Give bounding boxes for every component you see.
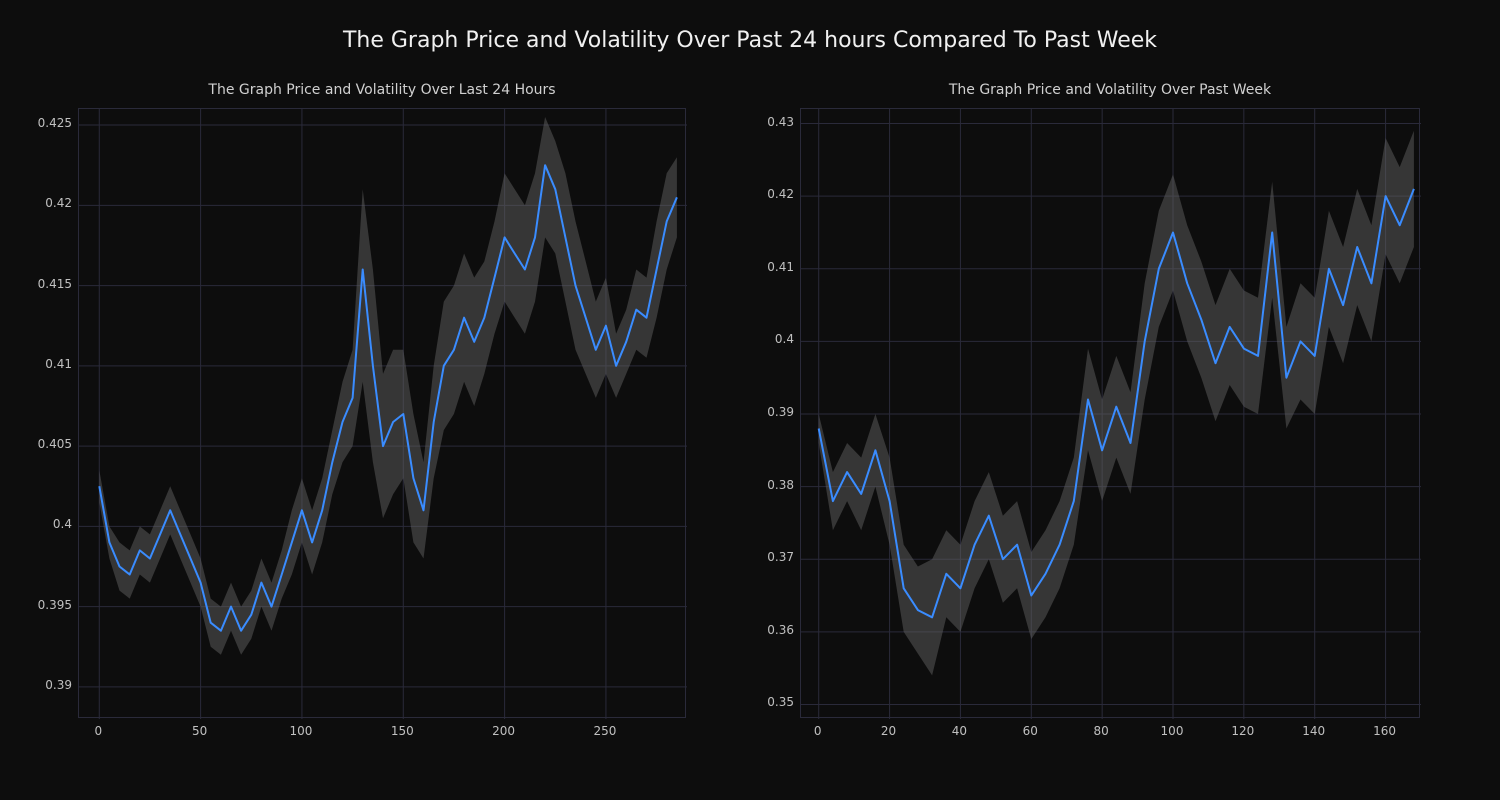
ytick-label: 0.42 — [744, 187, 794, 201]
xtick-label: 160 — [1365, 724, 1405, 738]
xtick-label: 250 — [585, 724, 625, 738]
figure: The Graph Price and Volatility Over Past… — [0, 0, 1500, 800]
xtick-label: 80 — [1081, 724, 1121, 738]
left-panel: The Graph Price and Volatility Over Last… — [78, 108, 686, 718]
xtick-label: 0 — [798, 724, 838, 738]
ytick-label: 0.405 — [22, 437, 72, 451]
xtick-label: 20 — [869, 724, 909, 738]
ytick-label: 0.4 — [22, 517, 72, 531]
volatility-band — [99, 117, 677, 655]
xtick-label: 40 — [939, 724, 979, 738]
xtick-label: 200 — [484, 724, 524, 738]
xtick-label: 120 — [1223, 724, 1263, 738]
right-panel-title: The Graph Price and Volatility Over Past… — [800, 82, 1420, 98]
right-panel: The Graph Price and Volatility Over Past… — [800, 108, 1420, 718]
ytick-label: 0.41 — [22, 357, 72, 371]
xtick-label: 100 — [281, 724, 321, 738]
ytick-label: 0.38 — [744, 478, 794, 492]
ytick-label: 0.39 — [22, 678, 72, 692]
xtick-label: 140 — [1294, 724, 1334, 738]
xtick-label: 100 — [1152, 724, 1192, 738]
ytick-label: 0.43 — [744, 115, 794, 129]
figure-suptitle: The Graph Price and Volatility Over Past… — [0, 28, 1500, 53]
ytick-label: 0.42 — [22, 196, 72, 210]
xtick-label: 50 — [180, 724, 220, 738]
ytick-label: 0.415 — [22, 277, 72, 291]
ytick-label: 0.425 — [22, 116, 72, 130]
xtick-label: 60 — [1010, 724, 1050, 738]
ytick-label: 0.36 — [744, 623, 794, 637]
right-chart-svg — [801, 109, 1421, 719]
left-panel-title: The Graph Price and Volatility Over Last… — [78, 82, 686, 98]
ytick-label: 0.35 — [744, 695, 794, 709]
xtick-label: 0 — [78, 724, 118, 738]
left-plot-area — [78, 108, 686, 718]
ytick-label: 0.4 — [744, 332, 794, 346]
right-plot-area — [800, 108, 1420, 718]
ytick-label: 0.39 — [744, 405, 794, 419]
ytick-label: 0.41 — [744, 260, 794, 274]
ytick-label: 0.395 — [22, 598, 72, 612]
left-chart-svg — [79, 109, 687, 719]
xtick-label: 150 — [382, 724, 422, 738]
ytick-label: 0.37 — [744, 550, 794, 564]
